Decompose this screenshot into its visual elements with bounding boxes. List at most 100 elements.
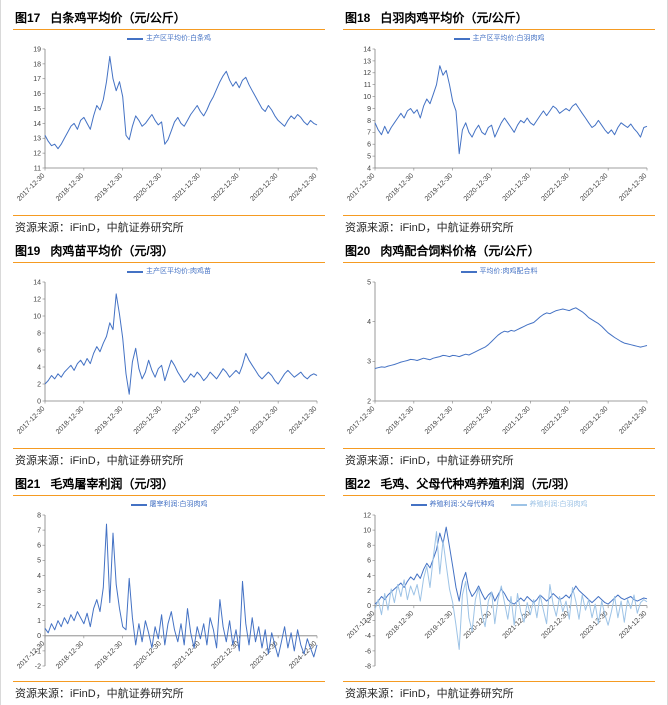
svg-text:6: 6 <box>367 142 371 149</box>
figure22-panel: 图22 毛鸡、父母代种鸡养殖利润（元/羽） 养殖利润:父母代种鸡 养殖利润:白羽肉… <box>343 472 655 703</box>
svg-text:2023-12-30: 2023-12-30 <box>579 172 609 202</box>
svg-text:2024-12-30: 2024-12-30 <box>288 405 318 435</box>
svg-text:4: 4 <box>37 364 41 371</box>
legend-line-swatch <box>510 504 527 506</box>
svg-text:2021-12-30: 2021-12-30 <box>172 172 202 202</box>
figure21-panel: 图21 毛鸡屠宰利润（元/羽） 屠宰利润:白羽肉鸡 -2 -1 0 1 2 3 4 5 6 7 8 20… <box>13 472 325 703</box>
svg-text:2023-12-30: 2023-12-30 <box>249 405 279 435</box>
svg-text:2022-12-30: 2022-12-30 <box>210 172 240 202</box>
figure20-header: 图20 肉鸡配合饲料价格（元/公斤） <box>343 239 655 263</box>
svg-text:2020-12-30: 2020-12-30 <box>463 172 493 202</box>
svg-text:2021-12-30: 2021-12-30 <box>502 172 532 202</box>
svg-text:5: 5 <box>367 154 371 161</box>
svg-text:7: 7 <box>367 130 371 137</box>
svg-text:2018-12-30: 2018-12-30 <box>385 405 415 435</box>
svg-text:2017-12-30: 2017-12-30 <box>16 405 46 435</box>
chart-legend: 主产区平均价:白羽肉鸡 <box>453 34 544 44</box>
legend-label: 养殖利润:白羽肉鸡 <box>529 501 588 508</box>
svg-text:15: 15 <box>33 106 41 113</box>
figure-title: 白条鸡平均价（元/公斤） <box>50 11 186 25</box>
legend-line-swatch <box>460 271 477 273</box>
chart-plot: 0 2 4 6 8 10 12 14 2017-12-30 2018-12-30 2019-12-3… <box>16 279 318 435</box>
svg-text:2018-12-30: 2018-12-30 <box>55 405 85 435</box>
svg-text:2024-12-30: 2024-12-30 <box>618 405 648 435</box>
svg-text:7: 7 <box>37 528 41 535</box>
svg-text:-8: -8 <box>365 663 371 670</box>
svg-text:12: 12 <box>33 151 41 158</box>
svg-text:3: 3 <box>367 359 371 366</box>
svg-text:2023-12-30: 2023-12-30 <box>249 172 279 202</box>
figure-number: 图22 <box>345 477 371 491</box>
svg-text:6: 6 <box>37 543 41 550</box>
svg-text:-2: -2 <box>35 663 41 670</box>
chart-plot: 4 5 6 7 8 9 10 11 12 13 14 2017-12-30 2018-12-30 2019… <box>346 46 648 202</box>
svg-text:14: 14 <box>363 46 371 53</box>
svg-text:13: 13 <box>33 136 41 143</box>
svg-text:19: 19 <box>33 46 41 53</box>
svg-text:16: 16 <box>33 91 41 98</box>
figure19-header: 图19 肉鸡苗平均价（元/羽） <box>13 239 325 263</box>
legend-line-swatch <box>127 271 144 273</box>
chart-plot: 11 12 13 14 15 16 17 18 19 2017-12-30 2018-12-30 20… <box>16 46 318 202</box>
svg-text:2: 2 <box>37 381 41 388</box>
svg-text:10: 10 <box>363 528 371 535</box>
svg-text:2021-12-30: 2021-12-30 <box>172 640 202 670</box>
figure-number: 图17 <box>15 11 41 25</box>
figure-title: 白羽肉鸡平均价（元/公斤） <box>380 11 528 25</box>
figure22-source: 资源来源：iFinD，中航证券研究所 <box>343 681 655 703</box>
figure17-header: 图17 白条鸡平均价（元/公斤） <box>13 6 325 30</box>
figure17-panel: 图17 白条鸡平均价（元/公斤） 主产区平均价:白条鸡 11 12 13 14 15 16 1… <box>13 6 325 237</box>
svg-text:2020-12-30: 2020-12-30 <box>463 405 493 435</box>
svg-text:-4: -4 <box>365 633 371 640</box>
svg-text:11: 11 <box>364 82 371 89</box>
svg-text:4: 4 <box>37 573 41 580</box>
legend-label: 平均价:肉鸡配合料 <box>479 268 538 275</box>
figure20-chart: 平均价:肉鸡配合料 2 3 4 5 2017-12-30 2018-12-30 2019-12… <box>343 263 655 448</box>
figure18-source: 资源来源：iFinD，中航证券研究所 <box>343 215 655 237</box>
figure17-chart: 主产区平均价:白条鸡 11 12 13 14 15 16 17 18 19 2017-12-30 20… <box>13 30 325 215</box>
chart-legend: 养殖利润:父母代种鸡 养殖利润:白羽肉鸡 <box>410 500 588 510</box>
svg-text:1: 1 <box>37 618 41 625</box>
svg-text:-2: -2 <box>365 618 371 625</box>
svg-text:12: 12 <box>33 296 41 303</box>
svg-text:10: 10 <box>363 94 371 101</box>
svg-text:8: 8 <box>367 118 371 125</box>
chart-legend: 主产区平均价:白条鸡 <box>127 34 211 44</box>
legend-item: 主产区平均价:白羽肉鸡 <box>453 34 544 44</box>
figure-number: 图18 <box>345 11 371 25</box>
svg-text:2020-12-30: 2020-12-30 <box>133 640 163 670</box>
svg-text:2018-12-30: 2018-12-30 <box>385 172 415 202</box>
svg-text:2020-12-30: 2020-12-30 <box>463 610 493 640</box>
chart-plot: -8 -6 -4 -2 0 2 4 6 8 10 12 2017-12-30 2018-12-30 201… <box>346 512 648 670</box>
legend-item: 主产区平均价:白条鸡 <box>127 34 211 44</box>
figure21-header: 图21 毛鸡屠宰利润（元/羽） <box>13 472 325 496</box>
legend-line-swatch <box>127 38 144 40</box>
figure22-chart: 养殖利润:父母代种鸡 养殖利润:白羽肉鸡 -8 -6 -4 -2 0 2 4 6 8 10 12 2017… <box>343 496 655 681</box>
svg-text:2018-12-30: 2018-12-30 <box>55 640 85 670</box>
figure20-panel: 图20 肉鸡配合饲料价格（元/公斤） 平均价:肉鸡配合料 2 3 4 5 2017-12-… <box>343 239 655 470</box>
svg-text:14: 14 <box>33 279 41 286</box>
figure-number: 图21 <box>15 477 41 491</box>
figure21-source: 资源来源：iFinD，中航证券研究所 <box>13 681 325 703</box>
legend-item: 屠宰利润:白羽肉鸡 <box>130 500 207 510</box>
svg-text:2018-12-30: 2018-12-30 <box>385 610 415 640</box>
chart-plot: 2 3 4 5 2017-12-30 2018-12-30 2019-12-30 2020-1… <box>346 279 648 435</box>
svg-text:14: 14 <box>33 121 41 128</box>
figure18-panel: 图18 白羽肉鸡平均价（元/公斤） 主产区平均价:白羽肉鸡 4 5 6 7 8 9 10 11 1… <box>343 6 655 237</box>
svg-text:11: 11 <box>34 165 41 172</box>
svg-text:4: 4 <box>367 319 371 326</box>
svg-text:3: 3 <box>37 588 41 595</box>
svg-text:2017-12-30: 2017-12-30 <box>16 172 46 202</box>
svg-text:0: 0 <box>37 398 41 405</box>
svg-text:2: 2 <box>37 603 41 610</box>
svg-text:2022-12-30: 2022-12-30 <box>540 172 570 202</box>
chart-legend: 主产区平均价:肉鸡苗 <box>127 267 211 277</box>
legend-line-swatch <box>410 504 427 506</box>
figure-title: 肉鸡苗平均价（元/羽） <box>50 244 174 258</box>
figure-title: 肉鸡配合饲料价格（元/公斤） <box>380 244 540 258</box>
figure19-panel: 图19 肉鸡苗平均价（元/羽） 主产区平均价:肉鸡苗 0 2 4 6 8 10 12 14 201… <box>13 239 325 470</box>
svg-text:2019-12-30: 2019-12-30 <box>424 405 454 435</box>
svg-text:2017-12-30: 2017-12-30 <box>346 610 376 640</box>
svg-text:0: 0 <box>367 603 371 610</box>
